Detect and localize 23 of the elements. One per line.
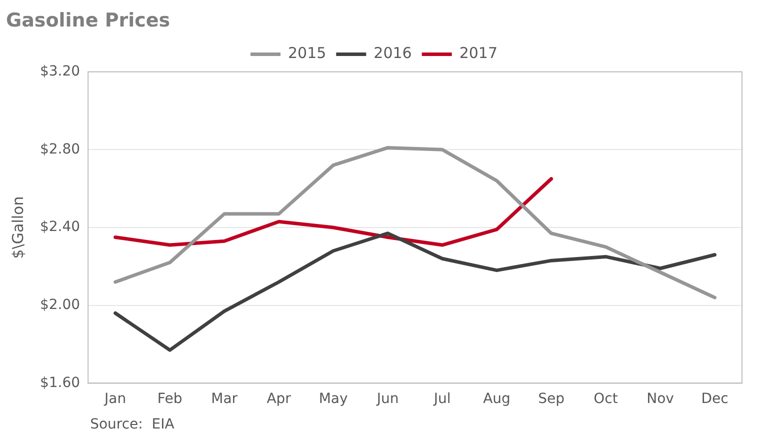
x-tick-label: Nov bbox=[646, 391, 674, 408]
legend-label: 2016 bbox=[374, 44, 412, 62]
x-tick-label: Oct bbox=[594, 391, 618, 408]
x-tick-label: Jan bbox=[104, 391, 126, 408]
x-tick-label: Sep bbox=[538, 391, 565, 408]
chart-title: Gasoline Prices bbox=[6, 9, 170, 32]
y-tick-label: $2.00 bbox=[40, 296, 80, 313]
x-tick-label: Feb bbox=[157, 391, 182, 408]
x-tick-label: Jun bbox=[376, 391, 399, 408]
y-axis-title: $\Gallon bbox=[8, 196, 27, 259]
y-tick-label: $3.20 bbox=[40, 63, 80, 80]
x-tick-label: Dec bbox=[701, 391, 728, 408]
legend-label: 2017 bbox=[459, 44, 498, 62]
y-tick-label: $2.80 bbox=[40, 141, 80, 158]
source-note: Source: EIA bbox=[90, 416, 175, 433]
x-tick-label: May bbox=[318, 391, 348, 408]
x-tick-label: Mar bbox=[211, 391, 238, 408]
legend-label: 2015 bbox=[288, 44, 326, 62]
y-tick-label: $2.40 bbox=[40, 219, 80, 236]
x-tick-label: Jul bbox=[432, 391, 451, 408]
y-tick-label: $1.60 bbox=[40, 374, 80, 391]
x-tick-label: Apr bbox=[266, 391, 292, 408]
x-tick-label: Aug bbox=[483, 391, 510, 408]
